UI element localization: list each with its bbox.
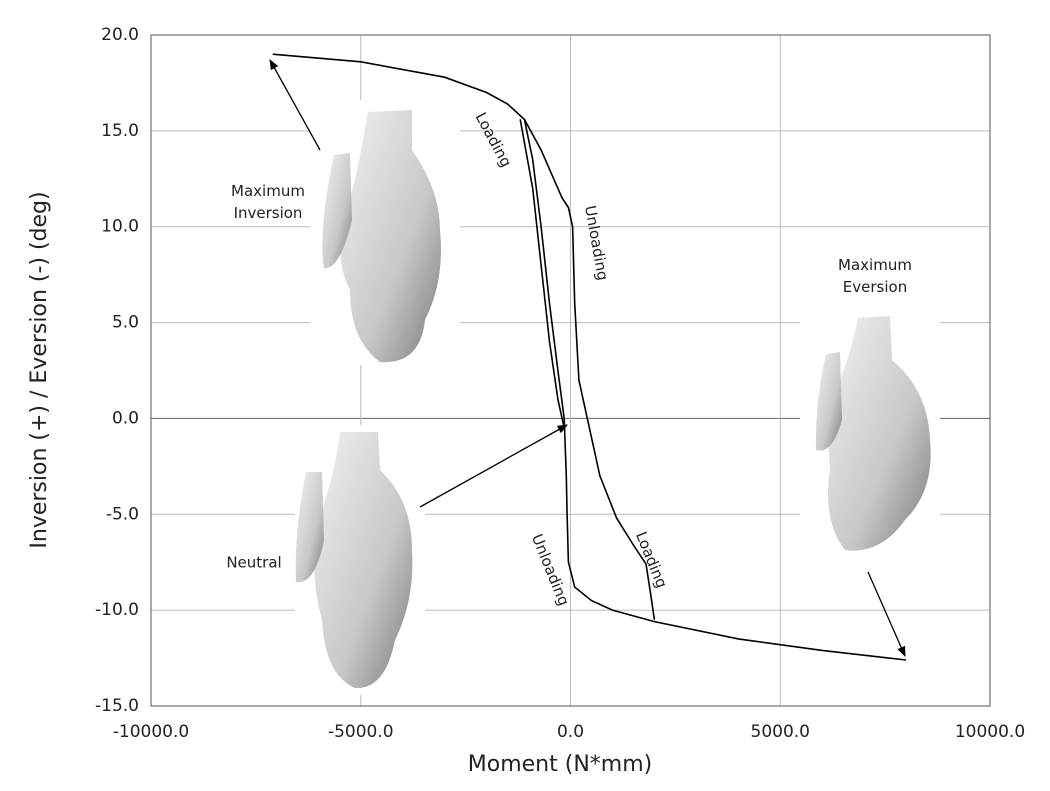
bone-neutral <box>295 425 425 695</box>
annotation: Unloading <box>528 531 573 608</box>
x-tick-label: 5000.0 <box>751 722 810 742</box>
annotation: Maximum Inversion <box>231 182 305 222</box>
x-tick-label: 10000.0 <box>955 722 1025 742</box>
curve <box>523 119 656 620</box>
arrows <box>269 59 906 657</box>
y-tick-label: -10.0 <box>95 600 139 620</box>
curve <box>272 53 907 661</box>
bone-inversion <box>310 100 460 365</box>
x-tick-label: 0.0 <box>557 722 584 742</box>
arrow <box>269 59 321 151</box>
annotation: Neutral <box>226 554 281 572</box>
plot <box>272 53 907 661</box>
y-tick-label: 15.0 <box>101 121 139 141</box>
annotation: Unloading <box>581 204 612 282</box>
y-tick-label: -5.0 <box>106 504 139 524</box>
x-tick-label: -5000.0 <box>328 722 394 742</box>
y-axis-label: Inversion (+) / Eversion (-) (deg) <box>27 191 52 548</box>
x-axis-label: Moment (N*mm) <box>468 752 652 777</box>
arrow <box>419 424 568 508</box>
plot-frame <box>150 34 991 707</box>
curve <box>519 119 565 429</box>
bone-images <box>295 100 940 695</box>
y-tick-label: -15.0 <box>95 696 139 716</box>
annotation: Loading <box>632 529 671 591</box>
arrow <box>867 571 906 657</box>
annotation: Loading <box>472 109 516 170</box>
y-tick-label: 10.0 <box>101 217 139 237</box>
x-tick-label: -10000.0 <box>113 722 189 742</box>
bone-eversion <box>800 310 940 560</box>
y-tick-label: 20.0 <box>101 25 139 45</box>
y-tick-label: 5.0 <box>112 313 139 333</box>
annotation: Maximum Eversion <box>838 256 912 296</box>
y-tick-label: 0.0 <box>112 408 139 428</box>
